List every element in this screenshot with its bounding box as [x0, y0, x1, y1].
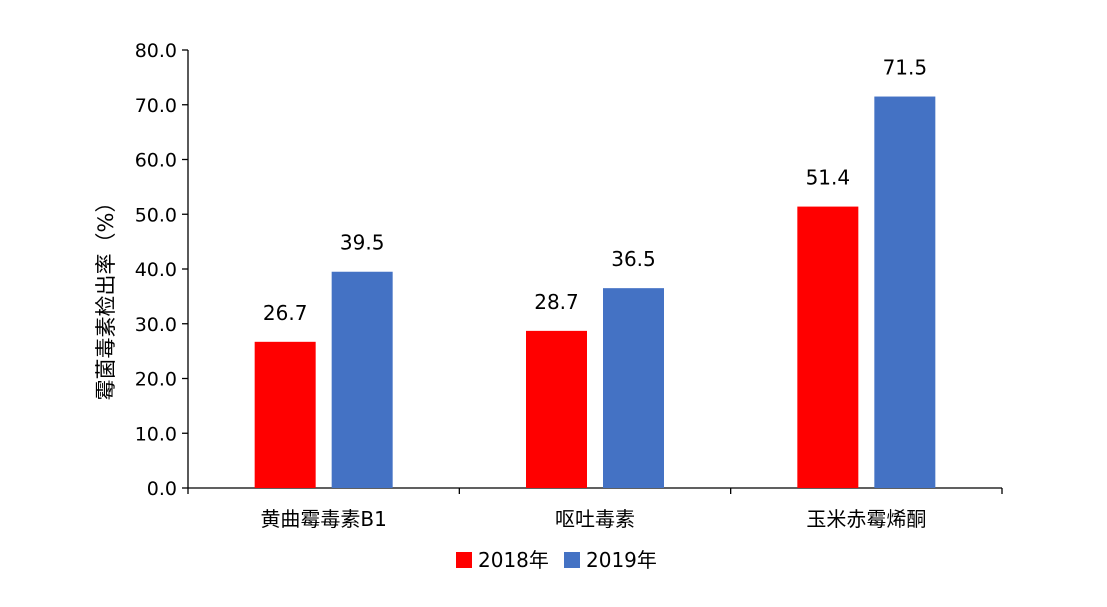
legend-swatch [564, 552, 580, 568]
bar-series2 [331, 271, 393, 488]
y-tick-label: 80.0 [135, 40, 177, 62]
y-tick-label: 20.0 [135, 369, 177, 391]
data-label: 71.5 [883, 56, 928, 80]
legend-label: 2018年 [478, 548, 549, 572]
data-label: 36.5 [611, 247, 656, 271]
bar-series2 [603, 288, 664, 488]
y-tick-label: 0.0 [147, 478, 177, 500]
y-axis-title: 霉菌毒素检出率（%） [94, 192, 118, 401]
x-category-label: 呕吐毒素 [555, 507, 635, 531]
y-tick-label: 10.0 [135, 423, 177, 445]
data-label: 51.4 [806, 166, 851, 190]
bar-series2 [874, 96, 936, 488]
x-category-label: 玉米赤霉烯酮 [806, 507, 926, 531]
y-tick-label: 30.0 [135, 314, 177, 336]
data-label: 28.7 [534, 290, 579, 314]
y-tick-label: 40.0 [135, 259, 177, 281]
x-category-label: 黄曲霉毒素B1 [260, 507, 386, 531]
bar-series1 [254, 341, 316, 488]
legend-label: 2019年 [586, 548, 657, 572]
bar-series1 [797, 206, 859, 488]
y-tick-label: 60.0 [135, 150, 177, 172]
data-label: 26.7 [263, 301, 308, 325]
legend-swatch [456, 552, 472, 568]
y-axis-title-group: 霉菌毒素检出率（%） [94, 192, 118, 401]
data-label: 39.5 [340, 231, 385, 255]
y-tick-label: 50.0 [135, 204, 177, 226]
bar-series1 [526, 330, 587, 488]
y-tick-label: 70.0 [135, 95, 177, 117]
